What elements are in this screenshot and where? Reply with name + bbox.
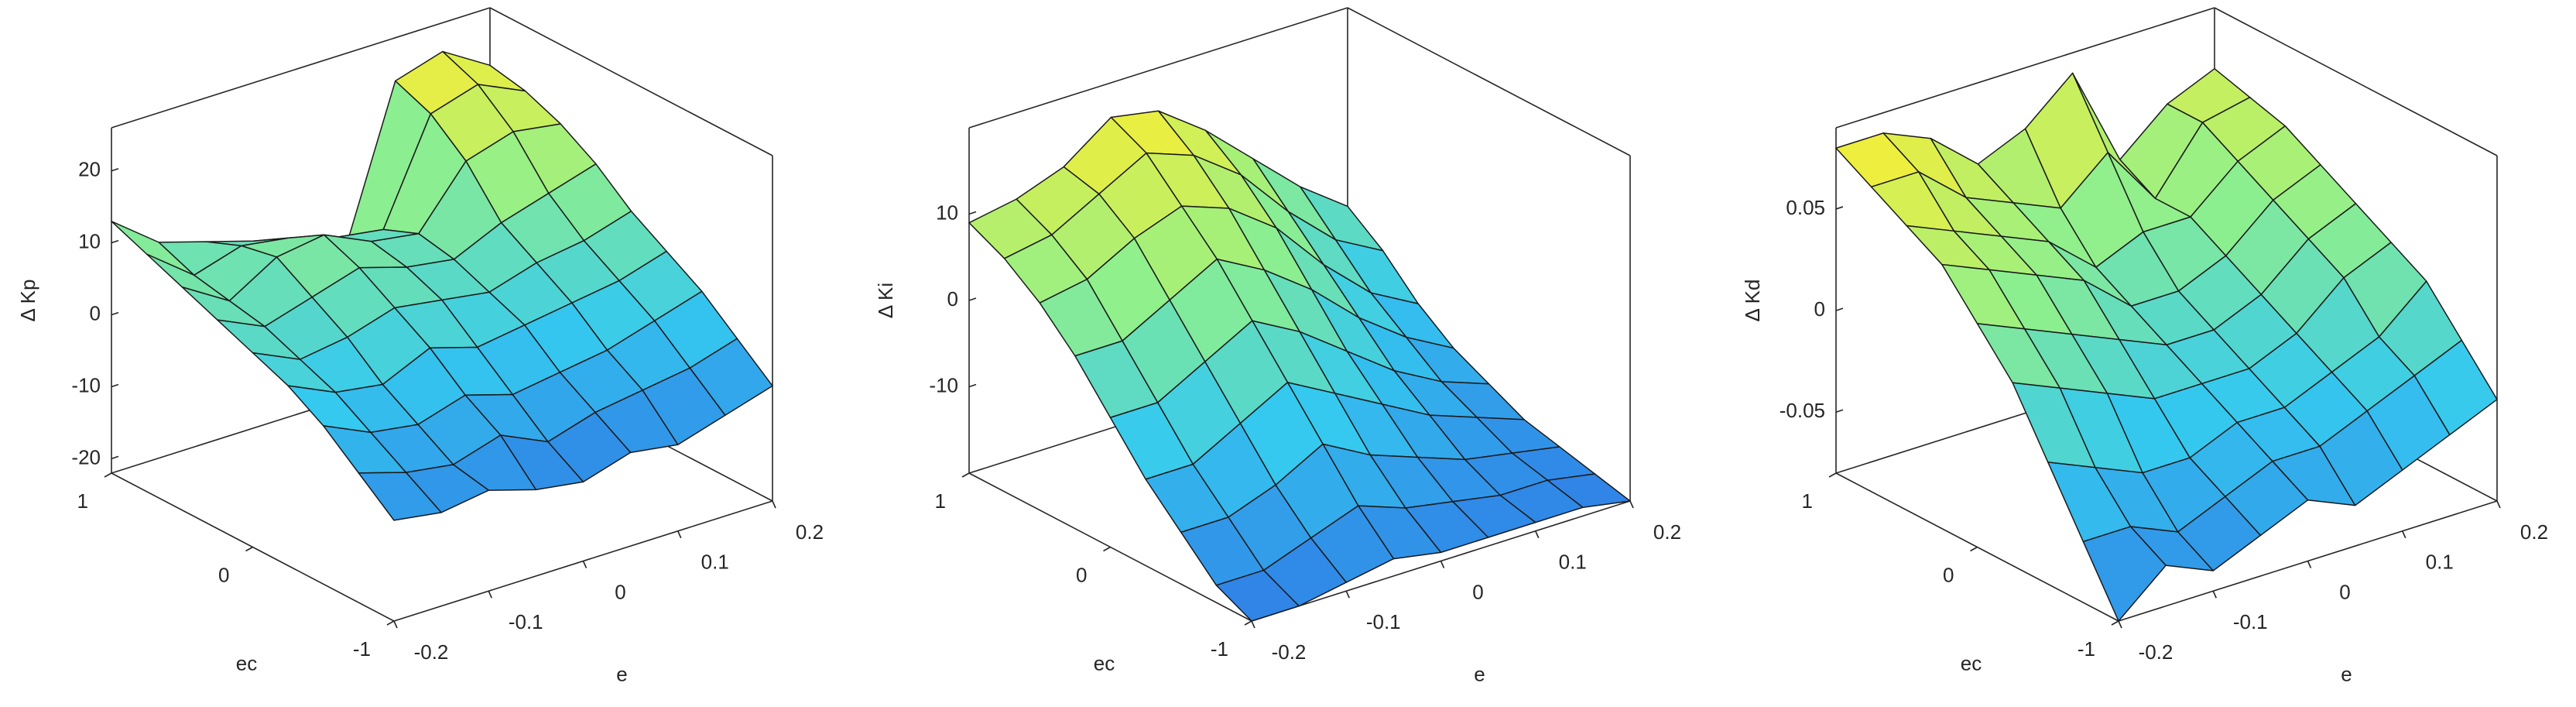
y-tick-label: 1 [1802,489,1813,513]
z-axis-label: Δ Kp [16,280,39,322]
y-tick-label: -1 [353,637,371,661]
surface-patch [358,472,442,521]
y-tick [961,472,970,478]
x-tick [2402,530,2406,539]
x-tick-label: 0 [1472,580,1483,603]
x-tick [2496,500,2501,509]
z-tick-label: 10 [936,201,958,224]
surface-panel: -0.2 -0.1 0 0.1 0.2 -1 0 1 -0.05 0 0.05 e ec Δ Kd [1741,7,2548,685]
z-tick [111,311,119,316]
z-tick-label: 10 [78,230,101,253]
z-tick [111,239,119,244]
box-edge [111,7,491,129]
box-edge [1347,7,1631,156]
box-edge [489,7,773,156]
z-tick [968,297,977,301]
y-tick [104,472,112,478]
z-tick-label: -0.05 [1780,399,1825,422]
y-tick-label: 0 [218,563,229,586]
z-tick-label: 0.05 [1786,196,1825,219]
x-tick-label: -0.2 [1272,640,1307,664]
x-tick-label: 0.2 [2520,520,2548,544]
z-tick-label: 0 [1814,297,1825,321]
x-tick [1440,561,1445,568]
surface-patch [1215,569,1300,622]
y-tick [2111,620,2119,626]
y-axis-label: ec [1961,651,1982,674]
x-tick [2212,590,2217,599]
x-tick [1629,500,1634,509]
y-tick-label: 1 [77,489,88,513]
x-tick-label: 0 [615,580,625,603]
x-tick-label: -0.1 [509,610,543,633]
z-tick-label: -20 [71,445,101,468]
y-tick-label: 0 [1943,563,1954,586]
x-tick [393,620,398,629]
x-axis-label: e [1474,662,1485,685]
y-tick-label: -1 [1211,637,1228,661]
x-tick [2118,620,2122,629]
x-axis-label: e [616,662,627,685]
x-tick-label: 0.1 [701,551,729,574]
x-tick-label: 0 [2339,580,2350,603]
z-tick [111,383,119,388]
y-axis-label: ec [236,651,257,674]
x-tick [2307,561,2312,568]
z-tick-label: 20 [78,158,101,181]
y-tick [1828,472,1837,478]
x-tick [677,530,682,539]
x-tick [488,590,492,599]
x-tick [1251,620,1255,629]
x-tick-label: -0.1 [2233,610,2268,633]
z-tick-label: 0 [947,287,958,311]
y-tick [386,620,395,626]
x-tick [582,561,587,568]
x-tick [1535,530,1540,539]
y-tick [1970,546,1978,552]
x-tick-label: 0.1 [1559,551,1587,574]
z-tick [968,383,977,388]
box-edge [1835,7,2215,129]
z-tick [1835,206,1844,210]
z-tick-label: -10 [929,373,958,396]
z-tick [111,167,119,172]
x-tick [772,500,776,509]
x-tick-label: -0.2 [2139,640,2174,664]
box-edge [968,7,1348,129]
z-tick-label: -10 [71,373,101,396]
x-tick [1345,590,1350,599]
z-tick [1835,307,1844,311]
x-tick-label: 0.2 [796,520,824,544]
x-tick-label: 0.2 [1653,520,1681,544]
z-axis-label: Δ Kd [1741,280,1764,322]
x-tick-label: -0.2 [414,640,449,664]
x-tick-label: 0.1 [2426,551,2454,574]
x-axis-label: e [2341,662,2352,685]
y-tick [1103,546,1111,552]
y-tick-label: 1 [935,489,946,513]
surface-patch [2082,526,2167,622]
y-axis-label: ec [1094,651,1115,674]
z-tick [968,211,977,215]
z-axis-label: Δ Ki [874,283,897,318]
x-tick-label: -0.1 [1366,610,1401,633]
z-tick [1835,409,1844,414]
z-tick-label: 0 [90,301,101,324]
y-tick [245,546,253,552]
y-tick-label: -1 [2078,637,2095,661]
box-edge [2214,7,2498,156]
z-tick [111,455,119,460]
y-tick-label: 0 [1076,563,1087,586]
y-tick [1244,620,1252,626]
